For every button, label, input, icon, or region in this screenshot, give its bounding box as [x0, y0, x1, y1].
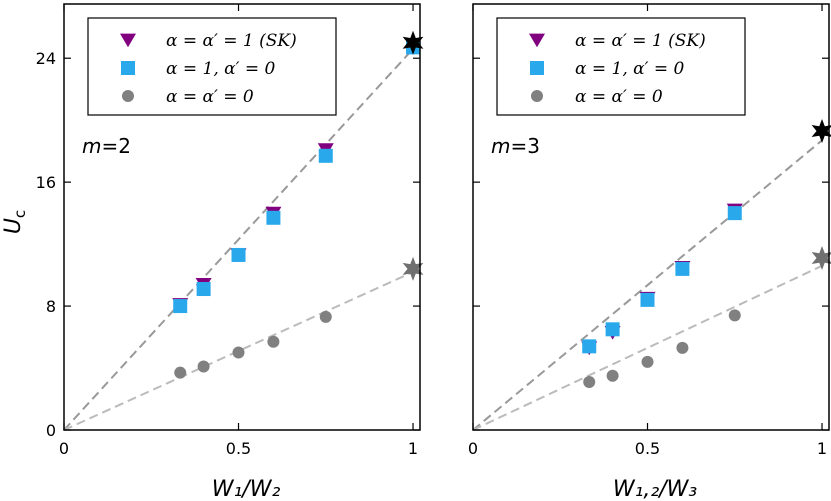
legend-entry: α = α′ = 0	[575, 87, 663, 107]
legend-marker-triangle-down	[120, 33, 136, 48]
data-point-circle	[606, 369, 619, 382]
fit-line-1	[472, 264, 823, 431]
legend-entry: α = α′ = 1 (SK)	[166, 31, 297, 51]
data-point-square	[727, 206, 742, 221]
x-tick-label: 0	[59, 439, 69, 458]
legend: α = α′ = 1 (SK) α = 1, α′ = 0 α = α′ = 0	[496, 17, 746, 116]
data-point-square	[173, 299, 188, 314]
legend-marker-circle	[531, 90, 543, 102]
panel-m2: 0 0.5 1 0 8 16 24 W₁/W₂ m=2 α = α′ = 1 (SK) α = 1,…	[36, 3, 424, 501]
x-axis-label: W₁/W₂	[212, 477, 281, 501]
fit-line-0	[472, 139, 823, 431]
data-point-square	[582, 339, 597, 354]
x-axis-label: W₁,₂/W₃	[613, 477, 698, 501]
data-point-circle	[728, 309, 741, 322]
star-marker	[811, 119, 831, 144]
x-tick-label: 1	[817, 439, 827, 458]
data-point-square	[266, 210, 281, 225]
x-tick-label: 0.5	[635, 439, 660, 458]
legend-entry: α = α′ = 0	[166, 87, 254, 107]
x-tick-label: 1	[408, 439, 418, 458]
data-point-square	[605, 322, 620, 337]
legend-entry: α = 1, α′ = 0	[166, 59, 276, 79]
legend: α = α′ = 1 (SK) α = 1, α′ = 0 α = α′ = 0	[87, 17, 337, 116]
y-axis-label: Uc	[1, 210, 29, 234]
panel-annotation: m=3	[491, 134, 540, 158]
fit-line-0	[63, 48, 414, 431]
x-tick-label: 0.5	[226, 439, 251, 458]
panel-annotation: m=2	[82, 134, 131, 158]
legend-marker-triangle-down	[529, 33, 545, 48]
star-marker	[402, 30, 424, 55]
legend-entry: α = α′ = 1 (SK)	[575, 31, 706, 51]
y-tick-label: 8	[46, 297, 56, 316]
fit-line-1	[63, 271, 414, 431]
y-tick-label: 16	[36, 173, 56, 192]
data-point-circle	[174, 366, 187, 379]
y-tick-label: 0	[46, 421, 56, 440]
data-point-circle	[319, 310, 332, 323]
data-point-square	[231, 247, 246, 262]
legend-entry: α = 1, α′ = 0	[575, 59, 685, 79]
data-point-square	[675, 261, 690, 276]
star-marker	[811, 246, 831, 271]
legend-marker-square	[121, 61, 135, 75]
legend-marker-square	[530, 61, 544, 75]
panel-m3: 0 0.5 1 W₁,₂/W₃ m=3 α = α′ = 1 (SK) α = 1, α′ …	[468, 3, 831, 501]
data-point-circle	[197, 360, 210, 373]
data-point-circle	[583, 375, 596, 388]
plot-frame	[472, 3, 830, 431]
data-point-circle	[641, 355, 654, 368]
data-point-circle	[267, 335, 280, 348]
data-point-square	[640, 292, 655, 307]
data-point-circle	[232, 346, 245, 359]
legend-marker-circle	[122, 90, 134, 102]
x-tick-label: 0	[468, 439, 478, 458]
y-tick-label: 24	[36, 49, 56, 68]
plot-frame	[63, 3, 421, 431]
data-point-square	[318, 148, 333, 163]
data-point-square	[196, 282, 211, 297]
star-marker	[402, 256, 424, 281]
data-point-circle	[676, 341, 689, 354]
